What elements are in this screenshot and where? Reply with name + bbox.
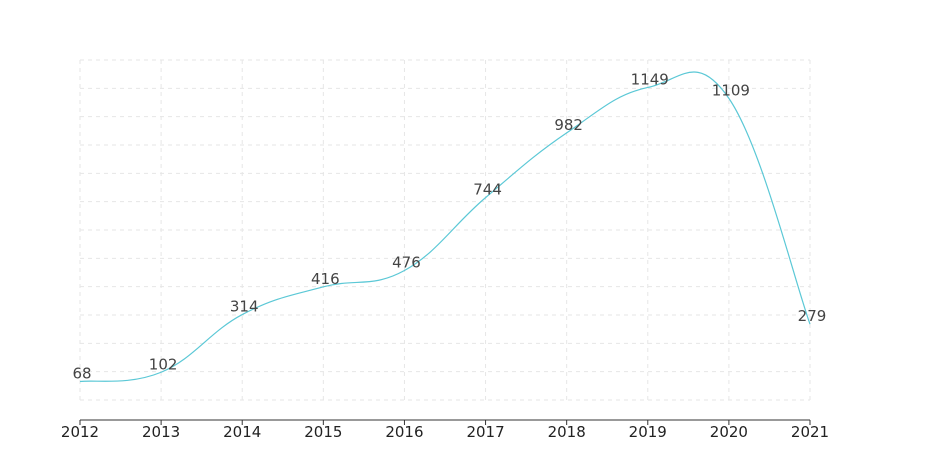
x-axis-tick-labels: 2012 2013 2014 2015 2016 2017 2018 2019 2020 2021 (61, 423, 829, 441)
x-tick-label: 2012 (61, 423, 99, 441)
x-tick-label: 2020 (710, 423, 748, 441)
data-label: 744 (473, 181, 502, 199)
data-label: 1149 (631, 70, 669, 88)
data-label: 68 (72, 365, 91, 383)
data-labels: 68 102 314 416 476 744 982 1149 1109 279 (72, 70, 826, 382)
x-tick-label: 2018 (548, 423, 586, 441)
data-label: 1109 (712, 81, 750, 99)
series-line (79, 71, 811, 383)
data-label: 314 (230, 298, 259, 316)
data-label: 476 (392, 254, 421, 272)
x-tick-label: 2015 (304, 423, 342, 441)
chart-grid (79, 59, 811, 401)
x-axis-ticks (79, 420, 811, 425)
data-label: 102 (149, 355, 178, 373)
x-tick-label: 2016 (385, 423, 423, 441)
x-tick-label: 2017 (466, 423, 504, 441)
x-tick-label: 2014 (223, 423, 261, 441)
data-label: 416 (311, 270, 340, 288)
x-tick-label: 2021 (791, 423, 829, 441)
x-tick-label: 2013 (142, 423, 180, 441)
x-tick-label: 2019 (629, 423, 667, 441)
data-label: 982 (554, 116, 583, 134)
data-label: 279 (798, 307, 827, 325)
